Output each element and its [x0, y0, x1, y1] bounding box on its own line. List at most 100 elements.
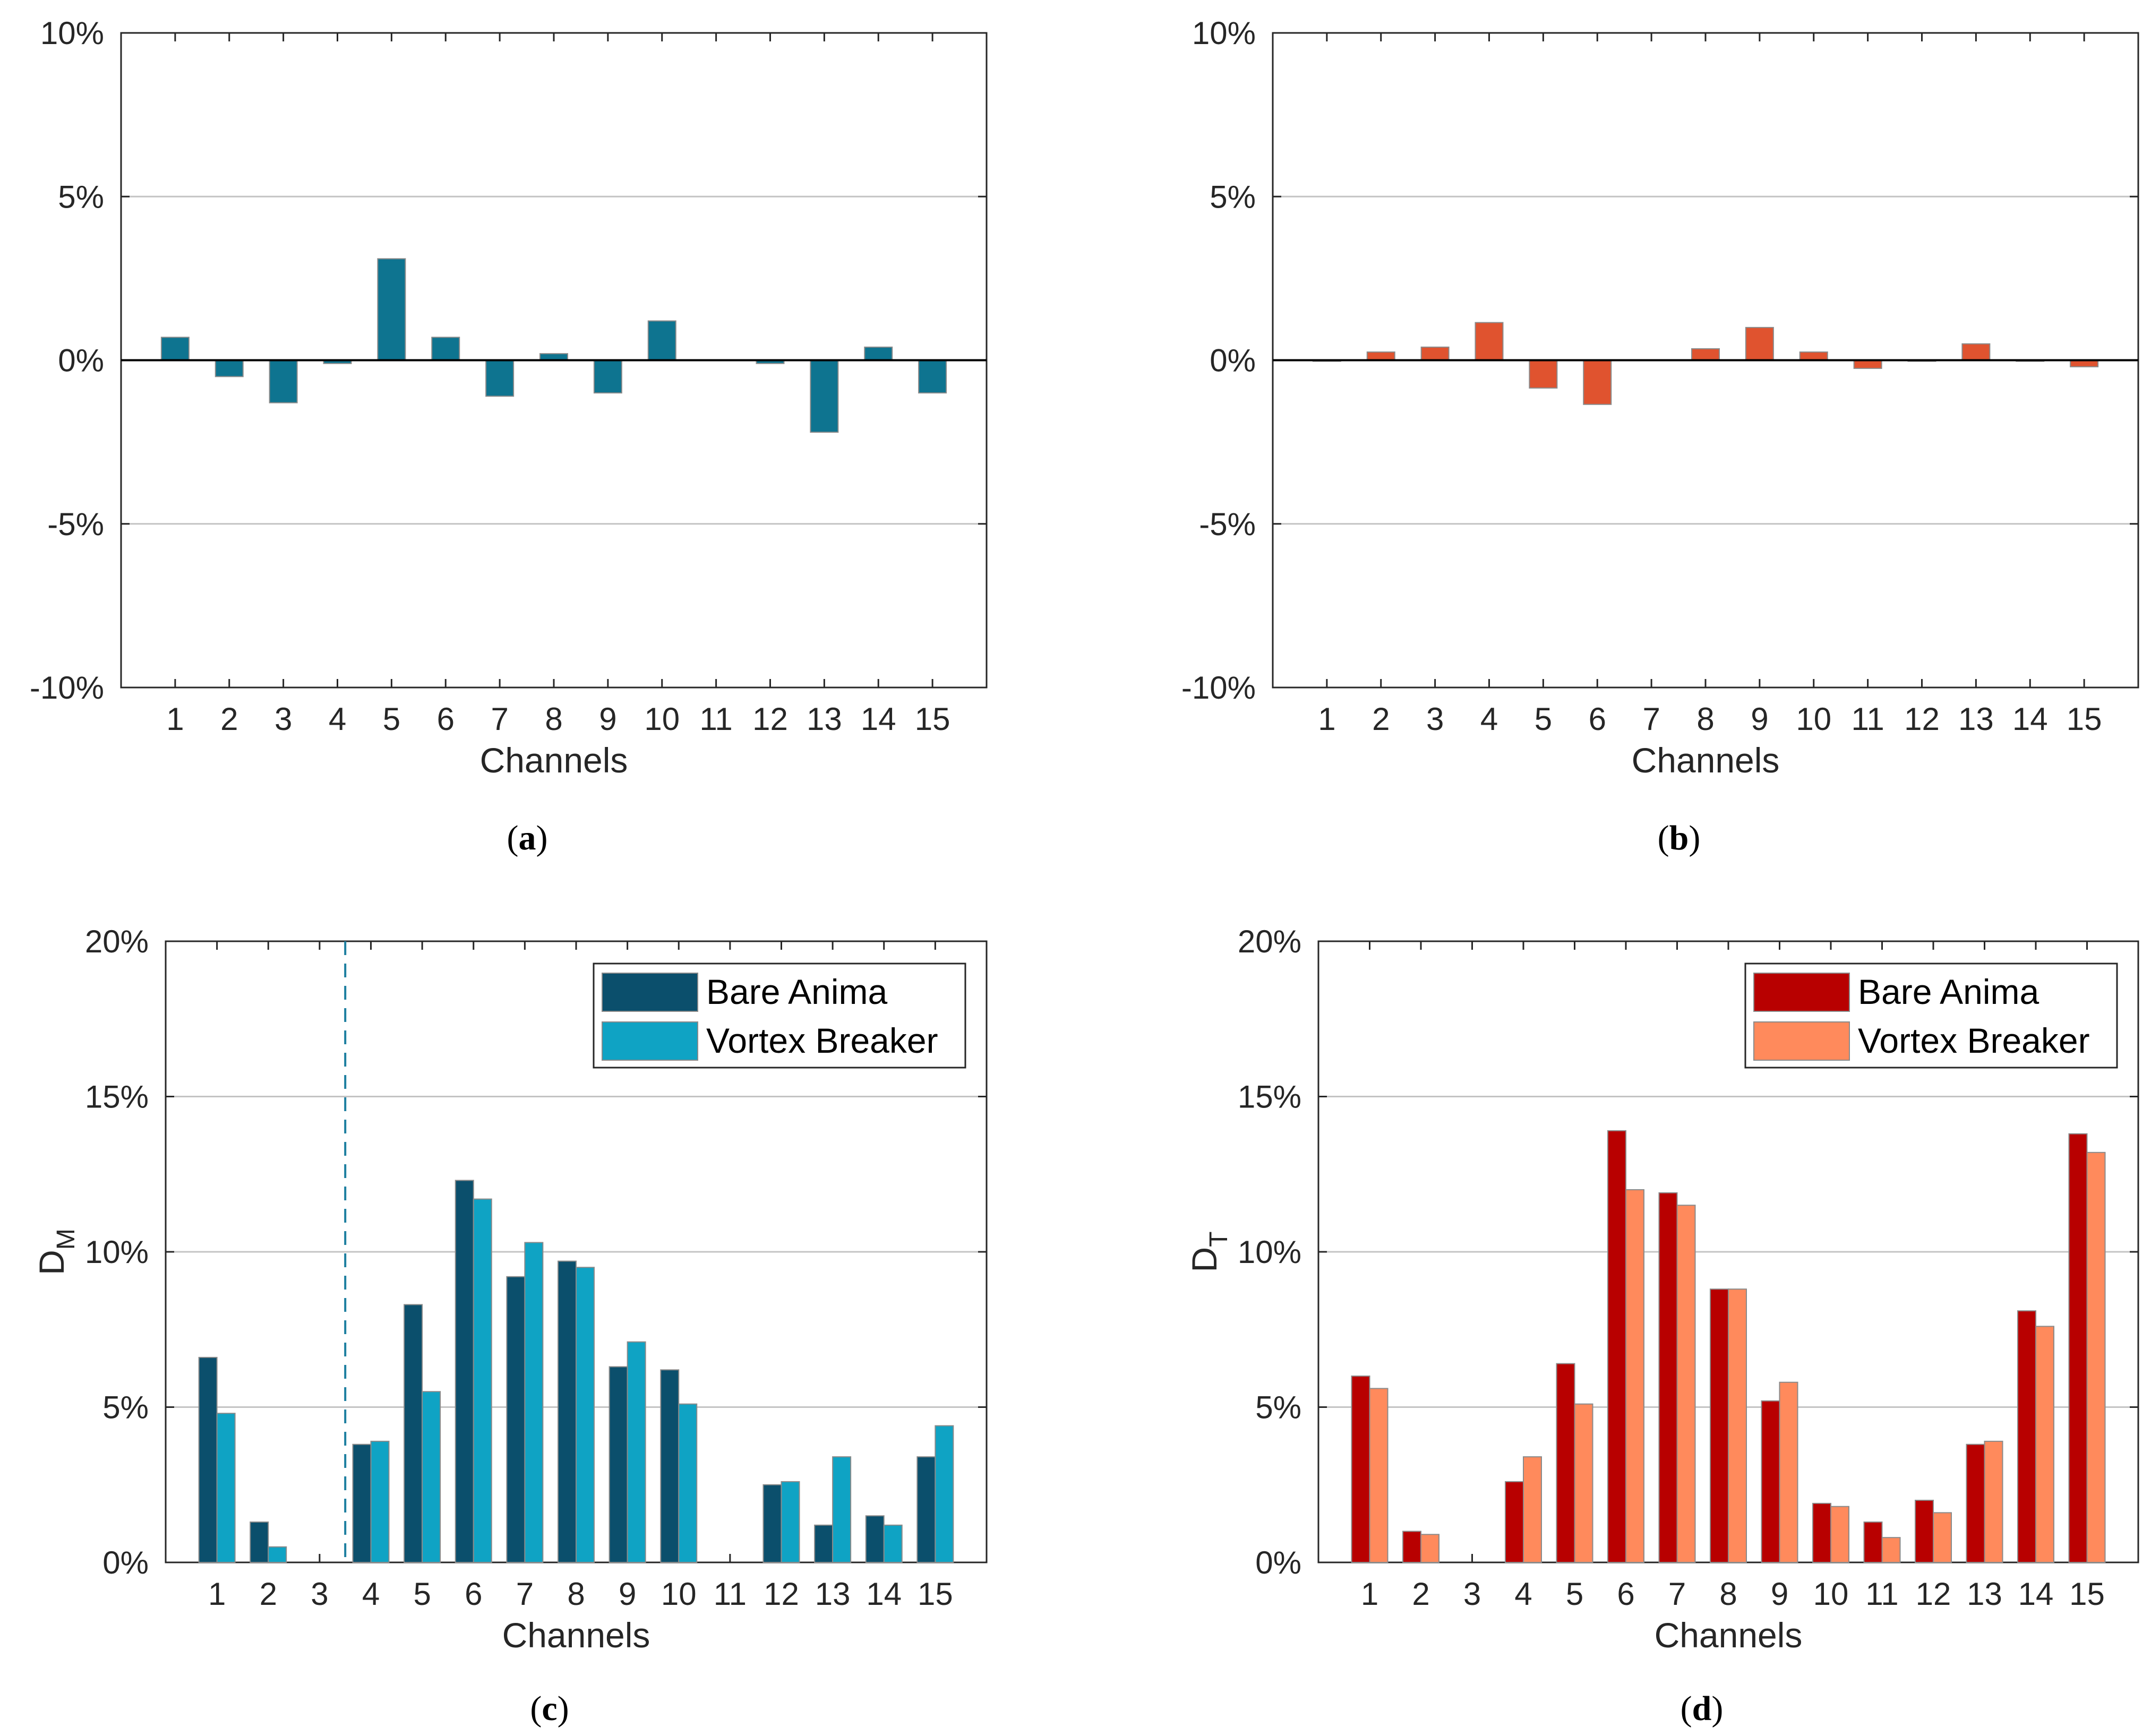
y-axis-label: DT — [1185, 1232, 1233, 1273]
x-tick-label: 6 — [437, 701, 455, 737]
bar — [1745, 326, 1774, 361]
bar — [215, 359, 244, 377]
x-tick-label: 15 — [915, 701, 950, 737]
bar — [250, 1521, 269, 1563]
legend-swatch — [602, 973, 698, 1012]
chart-panel-c: 0%5%10%15%20%1 2 3 4 5 6 7 8 9 10 11 12 13 14 15Channe… — [32, 924, 988, 1728]
bar — [198, 1356, 218, 1563]
bar — [1475, 322, 1504, 361]
x-tick-label: 2 — [1372, 701, 1390, 737]
x-tick-label: 14 — [861, 701, 896, 737]
legend-label: Bare Anima — [1858, 972, 2039, 1011]
bar — [1505, 1481, 1524, 1563]
x-axis-label: Channels — [502, 1615, 650, 1655]
caption-letter: b — [1669, 819, 1689, 857]
bar — [1961, 343, 1991, 361]
bar — [1402, 1531, 1421, 1563]
x-axis-label: Channels — [480, 741, 628, 780]
caption-open: ( — [530, 1689, 542, 1728]
x-axis-label: Channels — [1632, 741, 1780, 780]
bar — [1658, 1192, 1678, 1563]
bar — [1779, 1381, 1798, 1563]
bar — [576, 1267, 595, 1563]
bar — [1863, 1521, 1883, 1563]
bar — [524, 1242, 544, 1563]
y-tick-label: -10% — [30, 670, 104, 706]
x-tick-label: 9 — [1771, 1576, 1788, 1612]
x-tick-label: 15 — [2067, 701, 2102, 737]
x-tick-label: 8 — [1719, 1576, 1737, 1612]
legend: Bare Anima Vortex Breaker — [593, 962, 966, 1069]
caption-open: ( — [1681, 1689, 1692, 1728]
x-tick-label: 1 — [1318, 701, 1335, 737]
bar — [431, 337, 460, 361]
x-tick-label: 8 — [567, 1576, 585, 1612]
x-tick-label: 15 — [918, 1576, 953, 1612]
y-axis-label-main: D — [32, 1250, 71, 1275]
x-axis-label: Channels — [1655, 1615, 1803, 1655]
bar — [660, 1369, 680, 1563]
x-tick-label: 10 — [644, 701, 680, 737]
bar — [1728, 1288, 1747, 1563]
bar — [268, 1546, 287, 1563]
bar — [455, 1180, 474, 1563]
bar — [1420, 346, 1450, 361]
y-tick-label: 0% — [102, 1545, 149, 1580]
caption-close: ) — [1689, 819, 1700, 857]
x-tick-label: 10 — [1813, 1576, 1849, 1612]
x-tick-label: 13 — [815, 1576, 851, 1612]
bar — [781, 1481, 800, 1563]
legend: Bare Anima Vortex Breaker — [1744, 962, 2118, 1069]
bar — [1556, 1363, 1575, 1563]
y-tick-label: 15% — [1238, 1079, 1301, 1115]
bar — [2086, 1151, 2106, 1563]
y-axis-label-sub: T — [1205, 1232, 1233, 1247]
x-tick-label: 4 — [329, 701, 346, 737]
x-tick-label: 2 — [220, 701, 238, 737]
x-tick-label: 14 — [866, 1576, 902, 1612]
chart-panel-a: -10%-5%0%5%10%1 2 3 4 5 6 7 8 9 10 11 12 13 14 15Chann… — [30, 15, 988, 857]
bar — [2035, 1326, 2054, 1563]
bar — [1691, 348, 1720, 361]
x-tick-label: 2 — [1412, 1576, 1429, 1612]
bar — [377, 258, 406, 361]
chart-panel-b: -10%-5%0%5%10%1 2 3 4 5 6 7 8 9 10 11 12 13 14 15Chann… — [1181, 15, 2139, 857]
x-tick-label: 10 — [661, 1576, 697, 1612]
bar — [506, 1276, 526, 1563]
bar — [762, 1484, 782, 1563]
bar — [865, 1515, 885, 1563]
x-tick-label: 5 — [1566, 1576, 1583, 1612]
x-tick-label: 9 — [599, 701, 616, 737]
bar — [1853, 359, 1882, 369]
bar — [1966, 1443, 1985, 1563]
x-tick-label: 2 — [260, 1576, 277, 1612]
x-tick-label: 3 — [1463, 1576, 1481, 1612]
legend-label: Bare Anima — [706, 972, 887, 1011]
x-tick-label: 11 — [699, 701, 732, 737]
bar — [1574, 1403, 1593, 1563]
legend-label: Vortex Breaker — [1858, 1021, 2090, 1060]
bar — [352, 1443, 372, 1563]
x-tick-label: 11 — [714, 1576, 747, 1612]
bar — [810, 359, 839, 433]
y-tick-label: 15% — [85, 1079, 149, 1115]
bar — [1933, 1512, 1952, 1563]
y-tick-label: -5% — [1199, 506, 1256, 542]
bar — [404, 1304, 423, 1563]
y-tick-label: -5% — [47, 506, 104, 542]
y-axis-label-main: D — [1185, 1247, 1224, 1273]
bar — [160, 337, 190, 361]
bar — [2068, 1133, 2088, 1563]
x-tick-label: 1 — [166, 701, 184, 737]
y-tick-label: 10% — [1238, 1234, 1301, 1270]
x-tick-label: 3 — [311, 1576, 328, 1612]
x-tick-label: 6 — [1589, 701, 1606, 737]
y-tick-label: 5% — [58, 179, 104, 214]
bar — [1984, 1440, 2003, 1563]
bar — [935, 1425, 954, 1563]
bar — [1812, 1502, 1831, 1563]
caption-open: ( — [1658, 819, 1669, 857]
y-tick-label: 10% — [40, 15, 104, 51]
bar — [1830, 1506, 1849, 1563]
